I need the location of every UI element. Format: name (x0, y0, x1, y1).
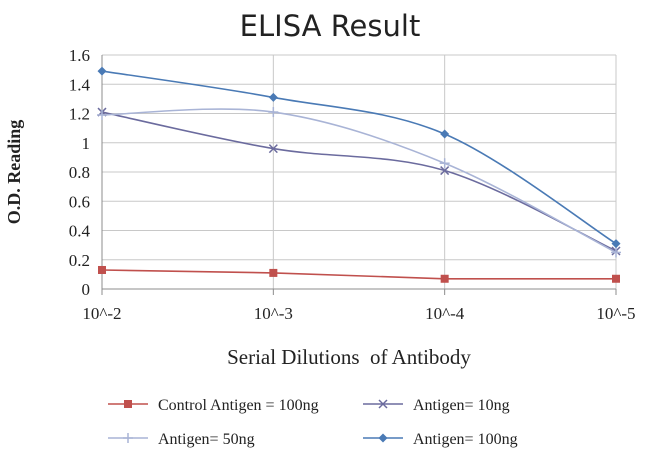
series-layer (97, 66, 621, 283)
x-axis-label: Serial Dilutions of Antibody (227, 345, 471, 369)
legend-label: Antigen= 10ng (413, 397, 510, 414)
series-2 (97, 107, 621, 258)
legend-item: Antigen= 50ng (108, 431, 255, 448)
data-point (611, 239, 621, 249)
legend-marker (124, 400, 132, 408)
data-point (97, 66, 107, 76)
legend-marker (123, 433, 133, 443)
y-tick-label: 1.4 (69, 75, 91, 94)
data-point (268, 107, 279, 118)
legend-label: Control Antigen = 100ng (158, 397, 319, 414)
legend: Control Antigen = 100ng Antigen= 10ng Anti… (108, 397, 518, 448)
y-tick-label: 0.4 (69, 222, 91, 241)
legend-label: Antigen= 100ng (413, 431, 518, 448)
y-tick-label: 0.8 (69, 163, 90, 182)
x-tick-label: 10^-2 (82, 304, 121, 323)
axis-layer: 0 0.2 0.4 0.6 0.8 1 1.2 1.4 1.6 10^-2 10^-3 10^-4 10… (69, 46, 636, 323)
y-axis-label: O.D. Reading (4, 120, 24, 225)
data-point (612, 274, 620, 283)
series-line (101, 269, 616, 280)
data-point (269, 268, 278, 277)
data-point (98, 265, 106, 274)
data-point (440, 166, 450, 176)
series-1 (97, 107, 621, 256)
series-line (101, 111, 617, 252)
x-tick-label: 10^-3 (254, 304, 293, 323)
data-point (611, 247, 621, 258)
y-tick-label: 0.6 (69, 192, 90, 211)
chart-title: ELISA Result (240, 9, 421, 43)
legend-item: Antigen= 100ng (363, 431, 518, 448)
legend-label: Antigen= 50ng (158, 431, 255, 448)
data-point (439, 158, 450, 169)
data-point (268, 92, 278, 102)
data-point (268, 144, 278, 154)
y-tick-label: 1.2 (69, 105, 90, 124)
series-line (101, 70, 617, 245)
y-tick-label: 1 (82, 134, 91, 153)
y-tick-label: 1.6 (69, 46, 90, 65)
legend-item: Control Antigen = 100ng (108, 397, 319, 414)
data-point (440, 129, 450, 139)
data-point (440, 274, 449, 283)
legend-marker (378, 399, 388, 409)
x-tick-label: 10^-4 (425, 304, 465, 323)
legend-marker (378, 433, 388, 443)
y-tick-label: 0.2 (69, 251, 90, 270)
x-tick-label: 10^-5 (596, 304, 635, 323)
y-tick-label: 0 (82, 280, 91, 299)
grid-layer (102, 54, 617, 290)
legend-item: Antigen= 10ng (363, 397, 510, 414)
data-point (97, 109, 107, 120)
series-line (101, 108, 617, 254)
series-0 (98, 265, 620, 283)
series-3 (97, 66, 621, 249)
